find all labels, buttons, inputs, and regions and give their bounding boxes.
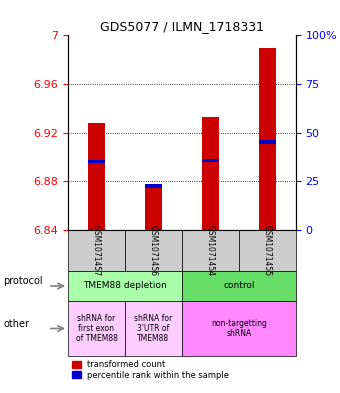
FancyBboxPatch shape — [125, 230, 182, 271]
Text: control: control — [223, 281, 255, 290]
FancyBboxPatch shape — [239, 230, 296, 271]
Text: other: other — [3, 319, 29, 329]
Bar — [259, 140, 276, 144]
FancyBboxPatch shape — [182, 301, 296, 356]
FancyBboxPatch shape — [182, 230, 239, 271]
Bar — [202, 117, 219, 230]
Text: shRNA for
3'UTR of
TMEM88: shRNA for 3'UTR of TMEM88 — [134, 314, 172, 343]
Text: TMEM88 depletion: TMEM88 depletion — [83, 281, 167, 290]
Bar — [145, 186, 162, 230]
Bar — [145, 184, 162, 188]
Bar — [88, 123, 105, 230]
FancyBboxPatch shape — [68, 271, 182, 301]
Text: non-targetting
shRNA: non-targetting shRNA — [211, 319, 267, 338]
FancyBboxPatch shape — [68, 230, 125, 271]
FancyBboxPatch shape — [125, 301, 182, 356]
Bar — [88, 160, 105, 163]
FancyBboxPatch shape — [68, 301, 125, 356]
Text: GSM1071454: GSM1071454 — [206, 225, 215, 276]
Text: shRNA for
first exon
of TMEM88: shRNA for first exon of TMEM88 — [75, 314, 117, 343]
Text: GSM1071455: GSM1071455 — [263, 225, 272, 276]
FancyBboxPatch shape — [182, 271, 296, 301]
Text: GSM1071457: GSM1071457 — [92, 225, 101, 276]
Bar — [259, 48, 276, 230]
Legend: transformed count, percentile rank within the sample: transformed count, percentile rank withi… — [72, 360, 229, 380]
Text: protocol: protocol — [3, 276, 43, 286]
Text: GSM1071456: GSM1071456 — [149, 225, 158, 276]
Bar — [202, 159, 219, 162]
Title: GDS5077 / ILMN_1718331: GDS5077 / ILMN_1718331 — [100, 20, 264, 33]
